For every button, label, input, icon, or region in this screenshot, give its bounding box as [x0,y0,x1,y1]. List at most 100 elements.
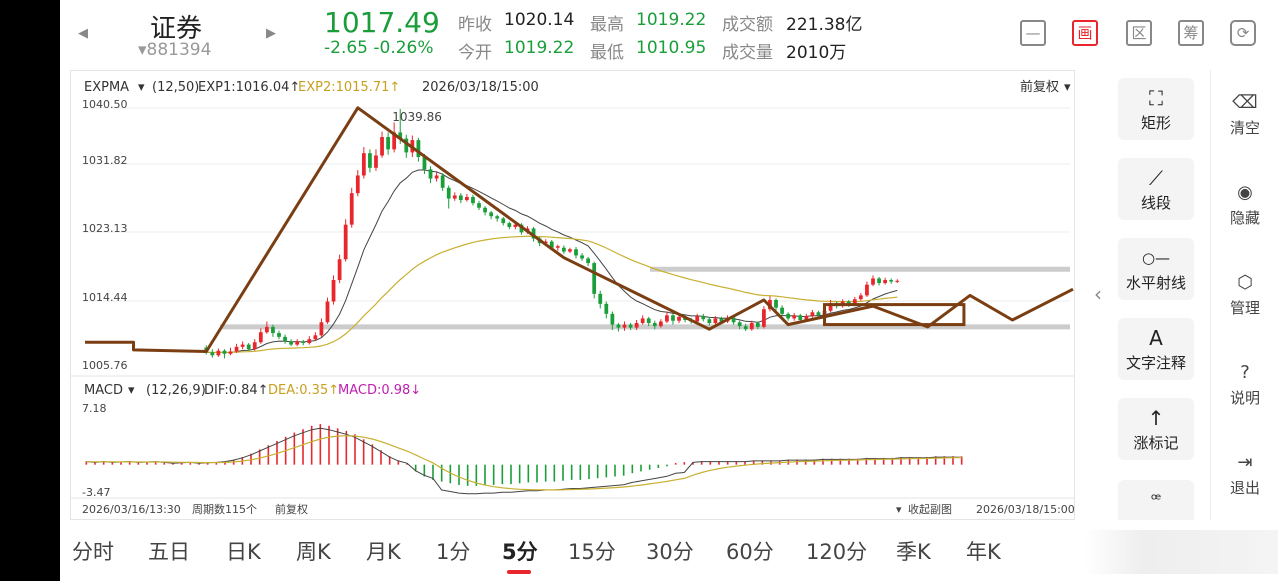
candle-body [877,278,881,284]
kline-chart[interactable]: EXPMA ▾ (12,50) EXP1:1016.04↑ EXP2:1015.… [70,70,1075,520]
help-button[interactable]: ? 说明 [1211,362,1278,408]
rectangle-icon: ⛶ [1149,86,1163,110]
candle-body [380,137,384,156]
open-label: 今开 [458,43,492,63]
tab-quarterly[interactable]: 季K [896,540,931,564]
chart-panel[interactable]: EXPMA ▾ (12,50) EXP1:1016.04↑ EXP2:1015.… [70,70,1075,520]
arrow-up-icon: ↑ [1147,406,1165,430]
adjust-chevron-icon[interactable]: ▾ [1064,80,1071,95]
y-label-min: 1005.76 [82,359,128,372]
up-mark-tool[interactable]: ↑ 涨标记 [1118,398,1194,460]
y-label-max: 1040.50 [82,98,128,111]
tab-120min[interactable]: 120分 [806,540,868,564]
prev-close-label: 昨收 [458,15,492,35]
candle-body [798,315,803,320]
candle-body [252,342,257,350]
candle-body [616,324,621,328]
candle-body [489,212,494,217]
ray-tool[interactable]: ○— 水平射线 [1118,238,1194,300]
collapse-toolbar-icon[interactable]: ‹ [1094,282,1102,306]
more-tabs-fade[interactable] [1085,530,1278,574]
candle-body [695,316,700,322]
candle-body [465,196,469,201]
dea-line [86,435,962,491]
wave-tool[interactable]: ꟹ [1118,480,1194,520]
chips-icon[interactable]: 筹 [1178,20,1204,46]
low-label: 最低 [590,43,624,63]
candle-body [749,323,754,330]
phone-rotate-icon[interactable]: ⟳ [1230,20,1256,46]
macd-indicator-name[interactable]: MACD [84,383,123,398]
candle-body [258,332,263,343]
clear-button[interactable]: ⌫ 清空 [1211,92,1278,138]
tab-15min[interactable]: 15分 [568,540,616,564]
candle-body [865,284,869,296]
text-tool-label: 文字注释 [1125,354,1186,372]
stock-code[interactable]: ▾881394 [138,40,212,60]
macd-dropdown-icon[interactable]: ▾ [128,383,135,398]
candle-body [543,241,548,244]
prev-close-value: 1020.14 [504,10,575,30]
main-indicator-name[interactable]: EXPMA [84,80,129,95]
candle-body [234,346,239,352]
candle-body [713,318,718,324]
candle-body [701,316,706,320]
candle-body [786,313,791,319]
tab-five-day[interactable]: 五日 [148,540,190,564]
candle-body [428,169,433,179]
candle-body [471,196,475,204]
candle-body [228,351,233,354]
gear-icon: ⬡ [1237,272,1253,293]
peak-price-label: 1039.86 [392,110,442,124]
collapse-subchart-button[interactable]: 收起副图 [908,502,952,516]
segment-tool-label: 线段 [1140,194,1171,212]
hide-button[interactable]: ◉ 隐藏 [1211,182,1278,228]
tab-intraday[interactable]: 分时 [72,540,114,564]
tab-daily[interactable]: 日K [226,540,261,564]
candle-body [277,333,281,337]
interval-icon[interactable]: 区 [1126,20,1152,46]
tab-30min[interactable]: 30分 [646,540,694,564]
candle-body [646,318,651,324]
candle-body [422,157,427,170]
tab-5min[interactable]: 5分 [502,540,538,564]
candle-body [264,326,269,333]
open-value: 1019.22 [504,38,575,58]
tab-weekly[interactable]: 周K [296,540,331,564]
side-actions: ⌫ 清空 ◉ 隐藏 ⬡ 管理 ? 说明 ⇥ 退出 [1210,70,1278,520]
manage-button[interactable]: ⬡ 管理 [1211,272,1278,318]
exit-button[interactable]: ⇥ 退出 [1211,452,1278,498]
collapse-chevron-icon[interactable]: ▾ [896,503,902,516]
exit-icon: ⇥ [1237,452,1253,473]
next-stock-icon[interactable]: ▶ [266,26,276,41]
segment-tool[interactable]: ⟋ 线段 [1118,158,1194,220]
active-tab-indicator [507,570,531,574]
tab-monthly[interactable]: 月K [366,540,401,564]
adjust-dropdown[interactable]: 前复权 [1020,79,1059,95]
app-root: ◀ ▶ 证券 ▾881394 1017.49 -2.65 -0.26% 昨收 1… [60,0,1278,581]
draw-icon[interactable]: 画 [1072,20,1098,46]
candle-body [755,323,760,327]
current-price: 1017.49 [324,6,440,39]
rectangle-tool[interactable]: ⛶ 矩形 [1118,78,1194,140]
tab-60min[interactable]: 60分 [726,540,774,564]
main-dropdown-icon[interactable]: ▾ [138,80,145,95]
candle-body [319,322,324,336]
candle-body [368,153,372,168]
text-tool[interactable]: A 文字注释 [1118,318,1194,380]
prev-stock-icon[interactable]: ◀ [78,26,88,41]
minus-box-icon[interactable]: — [1020,20,1046,46]
candle-body [404,138,409,153]
dea-label: DEA:0.35↑ [268,383,339,398]
exp1-label: EXP1:1016.04↑ [198,80,300,95]
candle-body [222,350,227,354]
drawing-toolbar: ‹ ⛶ 矩形 ⟋ 线段 ○— 水平射线 A 文字注释 ↑ 涨标记 ꟹ [1086,70,1210,520]
candle-body [295,341,300,345]
manage-label: 管理 [1229,299,1260,317]
candle-body [574,249,578,256]
y-label-4: 1014.44 [82,291,128,304]
candle-body [665,315,669,322]
candle-body [549,241,554,248]
tab-yearly[interactable]: 年K [966,540,1001,564]
tab-1min[interactable]: 1分 [436,540,471,564]
